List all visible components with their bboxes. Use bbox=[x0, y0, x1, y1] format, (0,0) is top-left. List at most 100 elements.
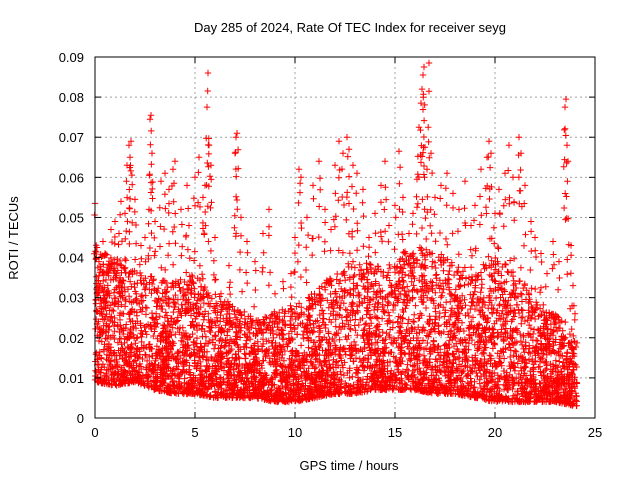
data-point bbox=[397, 334, 405, 341]
data-point bbox=[238, 312, 245, 319]
data-point bbox=[404, 339, 412, 346]
data-point bbox=[131, 280, 138, 288]
data-point bbox=[556, 358, 563, 365]
data-point bbox=[328, 318, 335, 326]
data-point bbox=[159, 379, 166, 386]
data-point bbox=[404, 261, 412, 269]
data-point bbox=[118, 341, 125, 348]
data-point bbox=[203, 356, 210, 363]
data-point bbox=[103, 345, 111, 352]
data-point bbox=[541, 333, 548, 341]
data-point bbox=[480, 314, 487, 322]
data-point bbox=[481, 265, 488, 272]
data-point bbox=[464, 357, 472, 364]
data-point bbox=[236, 318, 244, 325]
data-point bbox=[483, 380, 491, 387]
data-point bbox=[119, 276, 126, 284]
data-point bbox=[447, 298, 454, 305]
data-point bbox=[402, 305, 409, 312]
data-point bbox=[532, 349, 539, 356]
data-point bbox=[330, 312, 337, 319]
data-point bbox=[510, 286, 517, 294]
data-point bbox=[512, 280, 519, 287]
data-point bbox=[441, 367, 448, 375]
data-point bbox=[528, 380, 535, 387]
data-point bbox=[146, 353, 153, 361]
data-point bbox=[518, 291, 525, 298]
data-point bbox=[488, 273, 495, 280]
points-layer bbox=[91, 59, 581, 409]
data-point bbox=[468, 318, 475, 325]
data-point bbox=[532, 357, 539, 365]
data-point bbox=[265, 391, 273, 399]
data-point bbox=[487, 386, 494, 393]
data-point bbox=[163, 299, 170, 306]
data-point bbox=[571, 338, 578, 345]
data-point bbox=[461, 296, 468, 303]
data-point bbox=[552, 336, 559, 343]
data-point bbox=[446, 328, 454, 335]
data-point bbox=[347, 309, 354, 316]
data-point bbox=[497, 294, 504, 301]
data-point bbox=[418, 272, 425, 279]
data-point bbox=[459, 292, 466, 299]
data-point bbox=[444, 363, 451, 370]
data-point bbox=[359, 348, 366, 355]
data-point bbox=[365, 330, 372, 337]
data-point bbox=[538, 350, 546, 357]
data-point bbox=[363, 260, 370, 267]
data-point bbox=[259, 357, 266, 365]
data-point bbox=[162, 309, 169, 316]
data-point bbox=[395, 362, 402, 370]
data-point bbox=[165, 295, 172, 302]
data-point bbox=[110, 307, 117, 315]
data-point bbox=[419, 377, 426, 384]
data-point bbox=[186, 374, 194, 381]
data-point bbox=[355, 377, 363, 384]
data-point bbox=[170, 382, 177, 389]
data-point bbox=[207, 380, 215, 387]
data-point bbox=[364, 293, 371, 300]
data-point bbox=[243, 344, 250, 351]
data-point bbox=[172, 278, 180, 285]
data-point bbox=[350, 358, 357, 365]
data-point bbox=[338, 285, 345, 293]
data-point bbox=[465, 281, 472, 288]
data-point bbox=[166, 296, 173, 303]
data-point bbox=[379, 337, 386, 344]
data-point bbox=[172, 355, 179, 362]
data-point bbox=[403, 384, 410, 391]
data-point bbox=[317, 302, 324, 309]
data-point bbox=[453, 313, 460, 320]
data-point bbox=[342, 351, 349, 358]
data-point bbox=[116, 309, 124, 317]
data-point bbox=[118, 325, 125, 332]
data-point bbox=[116, 328, 123, 336]
data-point bbox=[386, 318, 394, 325]
data-point bbox=[226, 310, 233, 317]
data-point bbox=[337, 371, 345, 378]
data-point bbox=[212, 322, 219, 329]
data-point bbox=[564, 349, 571, 356]
data-point bbox=[213, 314, 221, 321]
data-point bbox=[121, 379, 128, 387]
data-point bbox=[210, 345, 218, 352]
data-point bbox=[367, 296, 374, 303]
data-point bbox=[494, 284, 502, 291]
data-point bbox=[395, 269, 403, 277]
data-point bbox=[322, 347, 329, 355]
data-point bbox=[519, 313, 526, 321]
data-point bbox=[134, 318, 141, 325]
data-point bbox=[422, 304, 430, 312]
data-point bbox=[513, 301, 520, 308]
data-point bbox=[386, 333, 393, 341]
data-point bbox=[266, 319, 273, 326]
data-point bbox=[294, 380, 301, 388]
data-point bbox=[488, 373, 495, 380]
data-point bbox=[187, 277, 194, 284]
data-point bbox=[452, 286, 459, 293]
data-point bbox=[406, 340, 413, 347]
data-point bbox=[201, 372, 208, 380]
data-point bbox=[391, 263, 398, 270]
data-point bbox=[234, 322, 242, 330]
